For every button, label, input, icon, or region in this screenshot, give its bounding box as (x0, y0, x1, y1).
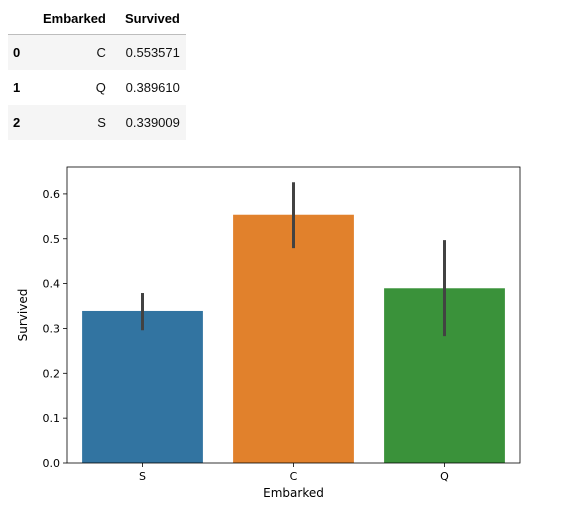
y-axis-label: Survived (16, 289, 30, 342)
index-header (8, 4, 37, 35)
y-tick-label: 0.1 (43, 412, 61, 425)
row-index: 1 (13, 80, 21, 95)
embarked-header: Embarked (37, 4, 112, 35)
x-axis-label: Embarked (263, 486, 324, 500)
y-tick-label: 0.2 (43, 367, 61, 380)
x-tick-label: C (290, 470, 298, 483)
row-index: 2 (8, 105, 37, 140)
y-tick-label: 0.0 (43, 457, 61, 470)
table-header-row: Embarked Survived (8, 4, 186, 35)
table-row: 2 S 0.339009 (8, 105, 186, 140)
bar-c (233, 214, 354, 463)
survived-cell: 0.389610 (125, 80, 180, 95)
survived-cell: 0.553571 (111, 34, 186, 70)
y-tick-label: 0.6 (43, 188, 61, 201)
survived-cell: 0.339009 (111, 105, 186, 140)
embarked-cell: S (37, 105, 112, 140)
bar-chart: 0.0 0.1 0.2 0.3 0.4 0.5 0.6 S C Q Embarked Survived (16, 166, 521, 500)
table-row: 0 C 0.553571 (8, 34, 186, 70)
survived-header: Survived (111, 4, 186, 35)
table-row: 1 Q 0.389610 (8, 70, 186, 105)
x-tick-label: S (139, 470, 146, 483)
x-tick-label: Q (440, 470, 449, 483)
y-tick-label: 0.3 (43, 322, 61, 335)
embarked-cell: Q (95, 80, 106, 95)
y-tick-label: 0.4 (43, 278, 61, 291)
bar-s (82, 310, 203, 463)
y-tick-label: 0.5 (43, 233, 61, 246)
row-index: 0 (8, 34, 37, 70)
embarked-cell: C (37, 34, 112, 70)
dataframe-table: Embarked Survived 0 C 0.553571 1 Q 0.389… (8, 4, 186, 140)
